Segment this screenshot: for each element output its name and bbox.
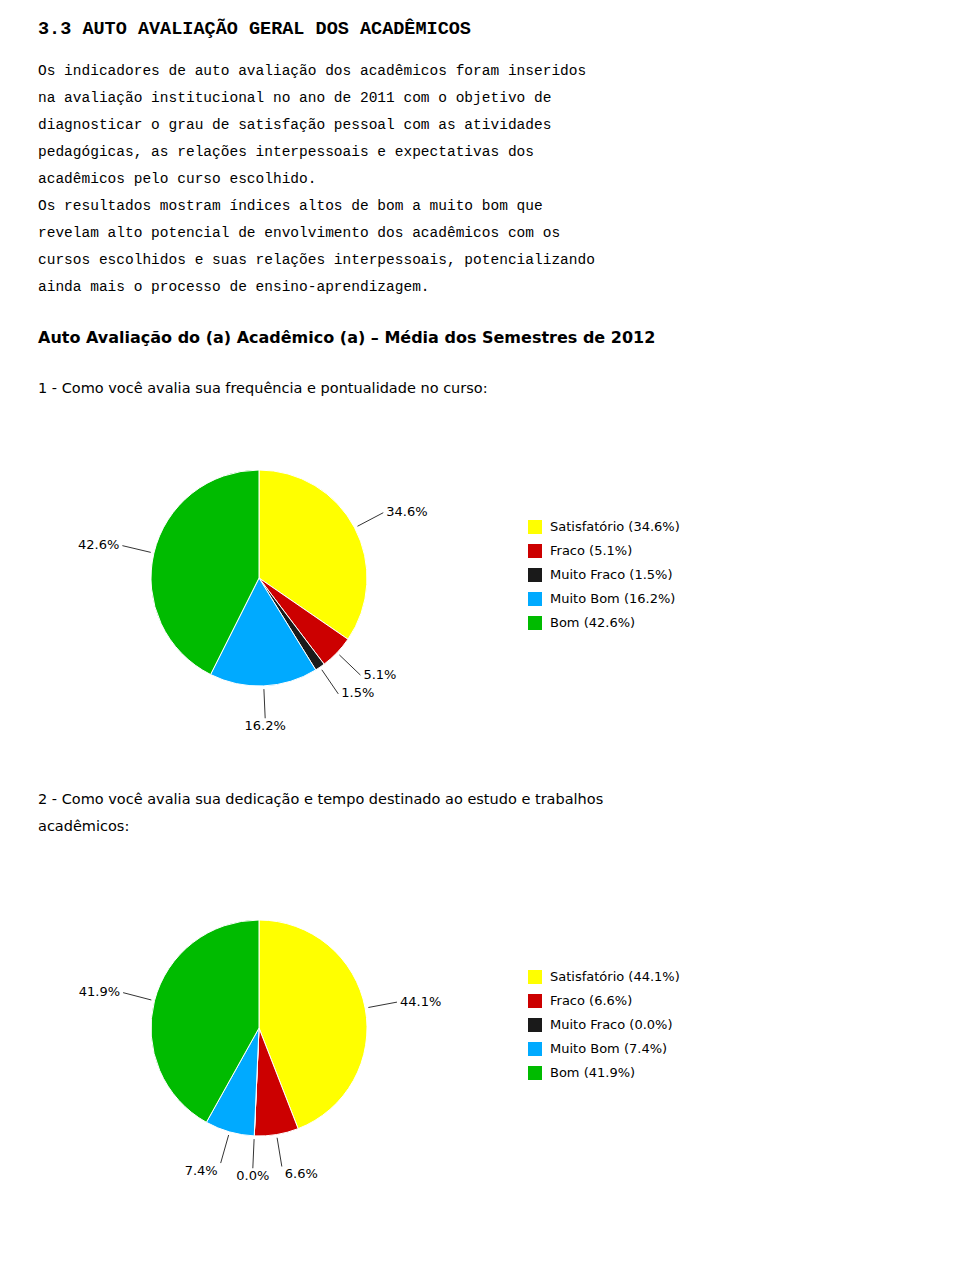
legend-item: Satisfatório (44.1%) bbox=[528, 969, 680, 985]
chart-title: 1 - Como você avalia sua frequência e po… bbox=[38, 380, 488, 396]
legend-swatch bbox=[528, 994, 542, 1008]
data-label: 0.0% bbox=[236, 1168, 269, 1183]
pie-slice bbox=[151, 470, 259, 675]
paragraph-line: acadêmicos pelo curso escolhido. bbox=[38, 171, 316, 187]
leader-line bbox=[122, 546, 150, 553]
pie: 44.1% 6.6% 0.0% 7.4% 41.9% bbox=[79, 920, 441, 1183]
paragraph-line: ainda mais o processo de ensino-aprendiz… bbox=[38, 279, 430, 295]
data-label: 6.6% bbox=[285, 1166, 318, 1181]
data-label: 5.1% bbox=[363, 667, 396, 682]
data-label: 16.2% bbox=[245, 718, 286, 733]
data-label: 42.6% bbox=[78, 537, 119, 552]
legend-swatch bbox=[528, 520, 542, 534]
legend-label: Muito Bom (7.4%) bbox=[550, 1041, 667, 1056]
legend-swatch bbox=[528, 1042, 542, 1056]
pie-slice bbox=[254, 1028, 298, 1136]
pie-chart: 1 - Como você avalia sua frequência e po… bbox=[38, 380, 680, 732]
data-label: 34.6% bbox=[386, 504, 427, 519]
legend-item: Satisfatório (34.6%) bbox=[528, 519, 680, 535]
pie-slice bbox=[151, 920, 259, 1122]
leader-line bbox=[123, 993, 151, 1000]
leader-line bbox=[277, 1138, 282, 1167]
chart-title: acadêmicos: bbox=[38, 818, 129, 834]
legend-item: Muito Bom (7.4%) bbox=[528, 1041, 667, 1057]
pie: 34.6% 5.1% 1.5% 16.2% 42.6% bbox=[78, 470, 428, 733]
pie-chart: 2 - Como você avalia sua dedicação e tem… bbox=[38, 791, 680, 1182]
legend-item: Muito Fraco (1.5%) bbox=[528, 567, 673, 583]
legend-label: Muito Bom (16.2%) bbox=[550, 591, 675, 606]
legend-swatch bbox=[528, 1066, 542, 1080]
page: 3.3 AUTO AVALIAÇÃO GERAL DOS ACADÊMICOS O… bbox=[0, 0, 960, 1261]
legend-item: Muito Bom (16.2%) bbox=[528, 591, 675, 607]
legend-swatch bbox=[528, 568, 542, 582]
data-label: 7.4% bbox=[185, 1163, 218, 1178]
leader-line bbox=[253, 1139, 254, 1168]
legend-label: Satisfatório (44.1%) bbox=[550, 969, 680, 984]
chart-title: 2 - Como você avalia sua dedicação e tem… bbox=[38, 791, 603, 807]
legend-swatch bbox=[528, 616, 542, 630]
page-title: 3.3 AUTO AVALIAÇÃO GERAL DOS ACADÊMICOS bbox=[38, 18, 471, 40]
subtitle: Auto Avaliação do (a) Acadêmico (a) – Mé… bbox=[38, 328, 655, 347]
legend-label: Bom (41.9%) bbox=[550, 1065, 635, 1080]
legend-item: Bom (41.9%) bbox=[528, 1065, 635, 1081]
paragraph-line: revelam alto potencial de envolvimento d… bbox=[38, 225, 560, 241]
paragraph-line: Os indicadores de auto avaliação dos aca… bbox=[38, 63, 586, 79]
legend-item: Fraco (5.1%) bbox=[528, 543, 632, 559]
legend-swatch bbox=[528, 592, 542, 606]
legend-label: Muito Fraco (1.5%) bbox=[550, 567, 673, 582]
leader-line bbox=[357, 513, 383, 527]
legend-item: Muito Fraco (0.0%) bbox=[528, 1017, 673, 1033]
legend-item: Bom (42.6%) bbox=[528, 615, 635, 631]
leader-line bbox=[339, 655, 360, 675]
legend-label: Muito Fraco (0.0%) bbox=[550, 1017, 673, 1032]
legend-item: Fraco (6.6%) bbox=[528, 993, 632, 1009]
paragraph-line: na avaliação institucional no ano de 201… bbox=[38, 90, 551, 106]
data-label: 44.1% bbox=[400, 994, 441, 1009]
legend-swatch bbox=[528, 1018, 542, 1032]
leader-line bbox=[264, 689, 265, 718]
legend: Satisfatório (34.6%) Fraco (5.1%) Muito Fr… bbox=[528, 519, 680, 631]
legend-label: Satisfatório (34.6%) bbox=[550, 519, 680, 534]
leader-line bbox=[221, 1135, 229, 1163]
leader-line bbox=[322, 670, 338, 694]
legend-label: Fraco (6.6%) bbox=[550, 993, 632, 1008]
legend-label: Fraco (5.1%) bbox=[550, 543, 632, 558]
legend-swatch bbox=[528, 970, 542, 984]
paragraph-line: pedagógicas, as relações interpessoais e… bbox=[38, 144, 534, 160]
paragraph-line: Os resultados mostram índices altos de b… bbox=[38, 198, 543, 214]
paragraph-line: diagnosticar o grau de satisfação pessoa… bbox=[38, 117, 551, 133]
leader-line bbox=[368, 1002, 397, 1007]
data-label: 1.5% bbox=[341, 685, 374, 700]
legend-swatch bbox=[528, 544, 542, 558]
legend-label: Bom (42.6%) bbox=[550, 615, 635, 630]
paragraph-line: cursos escolhidos e suas relações interp… bbox=[38, 252, 595, 268]
legend: Satisfatório (44.1%) Fraco (6.6%) Muito Fr… bbox=[528, 969, 680, 1081]
data-label: 41.9% bbox=[79, 984, 120, 999]
